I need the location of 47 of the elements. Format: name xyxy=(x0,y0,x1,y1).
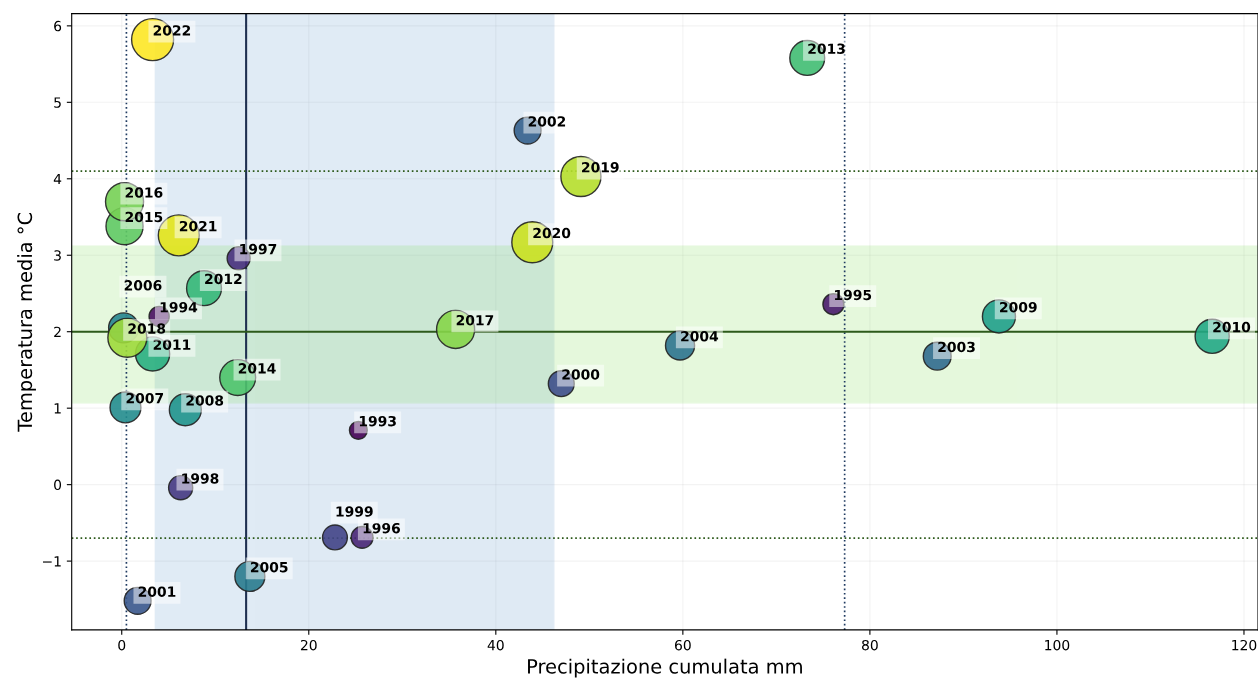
annotation: 2001 xyxy=(138,586,176,597)
annotation: 2002 xyxy=(528,116,566,127)
annotation: 2015 xyxy=(125,211,163,223)
annotation: 2006 xyxy=(124,280,162,291)
y-tick-label: 5 xyxy=(54,97,61,108)
annotation: 2014 xyxy=(238,363,276,374)
annotation: 2021 xyxy=(179,220,217,232)
annotation: 2020 xyxy=(533,227,571,239)
annotation: 2008 xyxy=(186,395,224,406)
x-tick-label: 0 xyxy=(118,639,126,651)
annotation: 2000 xyxy=(562,369,600,380)
y-tick-label: −1 xyxy=(42,556,61,567)
y-tick-label: 4 xyxy=(53,173,62,185)
y-tick-label: 0 xyxy=(54,479,62,491)
annotation: 1995 xyxy=(834,289,872,301)
y-tick-label: 1 xyxy=(54,403,61,414)
annotation: 1996 xyxy=(363,522,400,534)
y-tick-label: 6 xyxy=(54,20,62,32)
annotation: 2018 xyxy=(128,323,166,334)
annotation: 1999 xyxy=(336,506,373,517)
annotation: 2011 xyxy=(153,339,191,350)
annotation: 2003 xyxy=(938,341,975,353)
annotation: 2004 xyxy=(681,331,719,342)
x-tick-label: 100 xyxy=(1045,639,1070,651)
annotation: 2017 xyxy=(456,314,494,326)
annotation: 1994 xyxy=(160,301,198,313)
annotation: 2016 xyxy=(125,187,163,198)
annotation: 2012 xyxy=(205,273,242,285)
x-axis-title: Precipitazione cumulata mm xyxy=(528,658,802,678)
x-tick-label: 80 xyxy=(862,639,878,651)
y-tick-label: 2 xyxy=(54,326,61,337)
annotation: 1997 xyxy=(240,243,277,255)
y-tick-label: 3 xyxy=(54,250,61,261)
x-tick-label: 40 xyxy=(487,639,504,651)
x-tick-label: 20 xyxy=(300,639,317,651)
annotation: 2005 xyxy=(250,561,288,573)
annotation: 1998 xyxy=(182,473,219,484)
annotation: 2009 xyxy=(1000,301,1037,313)
annotation: 2007 xyxy=(126,392,164,404)
annotation: 2022 xyxy=(153,25,191,36)
x-tick-label: 60 xyxy=(674,639,691,651)
y-axis-title: Temperatura media °C xyxy=(17,212,36,432)
annotation: 1993 xyxy=(359,415,396,427)
x-tick-label: 120 xyxy=(1232,639,1257,651)
annotation: 2010 xyxy=(1213,321,1251,333)
annotation: 2013 xyxy=(808,43,845,54)
annotation: 2019 xyxy=(582,162,619,173)
